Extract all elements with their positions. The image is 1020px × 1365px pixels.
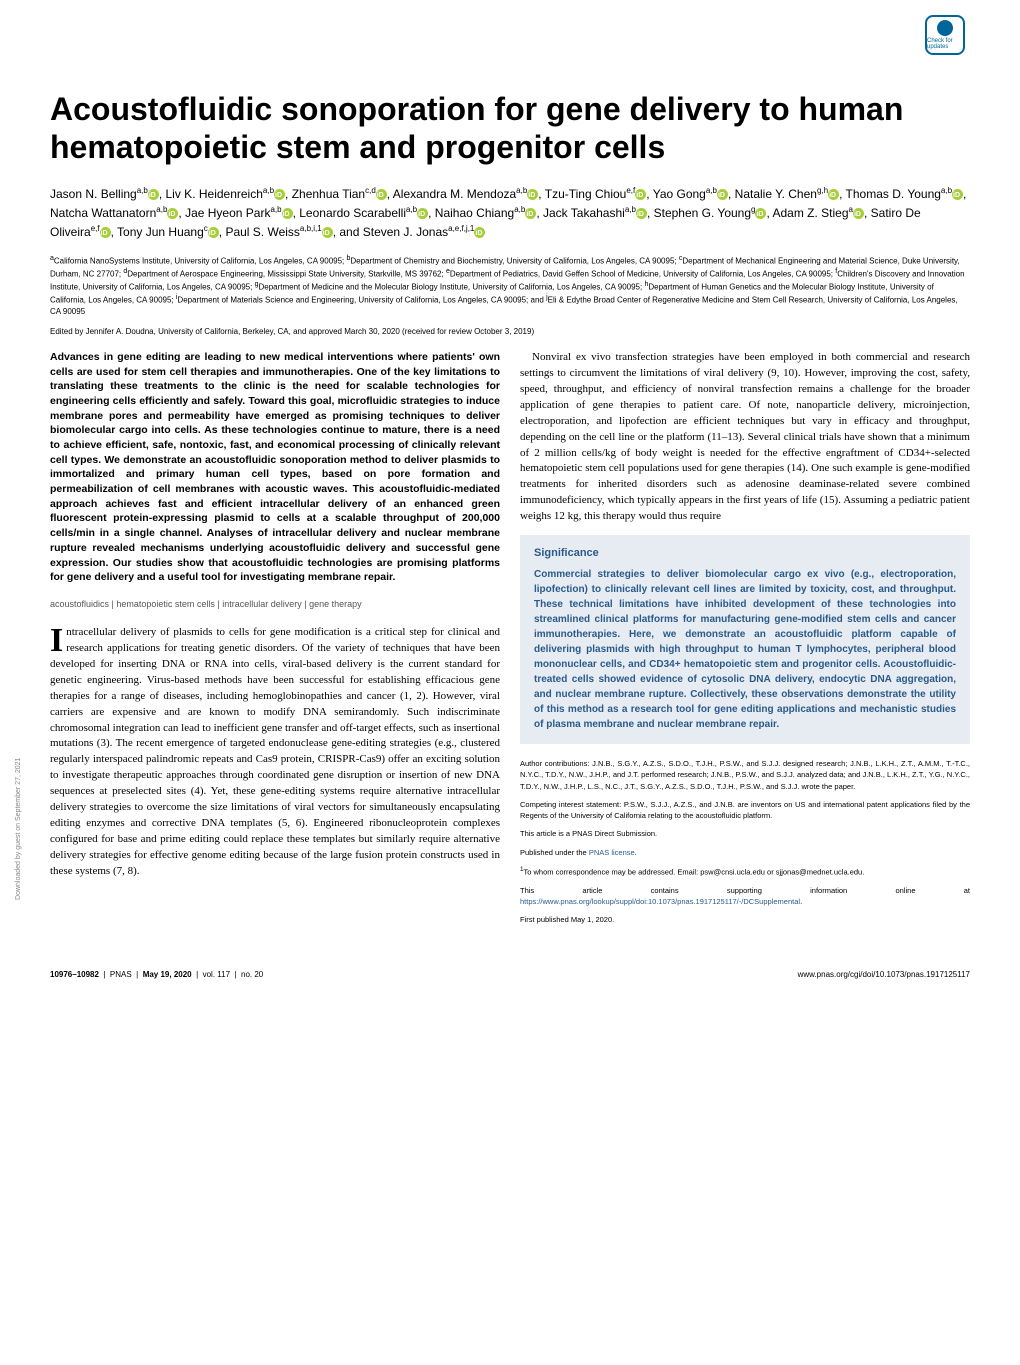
page-footer: 10976–10982 | PNAS | May 19, 2020 | vol.… xyxy=(50,962,970,979)
orcid-icon[interactable] xyxy=(100,227,111,238)
dropcap: I xyxy=(50,625,66,655)
orcid-icon[interactable] xyxy=(527,189,538,200)
footer-right: www.pnas.org/cgi/doi/10.1073/pnas.191712… xyxy=(798,970,970,979)
edited-by: Edited by Jennifer A. Doudna, University… xyxy=(50,327,970,336)
orcid-icon[interactable] xyxy=(167,208,178,219)
significance-text: Commercial strategies to deliver biomole… xyxy=(534,567,956,732)
check-updates-label: Check for updates xyxy=(927,38,963,50)
license-link[interactable]: PNAS license xyxy=(589,848,635,857)
supporting-info: This article contains supporting informa… xyxy=(520,885,970,908)
orcid-icon[interactable] xyxy=(525,208,536,219)
competing-interests: Competing interest statement: P.S.W., S.… xyxy=(520,799,970,822)
check-updates-badge[interactable]: Check for updates xyxy=(925,15,965,55)
body-para-1: ntracellular delivery of plasmids to cel… xyxy=(50,626,500,877)
orcid-icon[interactable] xyxy=(952,189,963,200)
body-para-2: Nonviral ex vivo transfection strategies… xyxy=(520,350,970,525)
affiliations: aCalifornia NanoSystems Institute, Unive… xyxy=(50,254,970,317)
supporting-link[interactable]: https://www.pnas.org/lookup/suppl/doi:10… xyxy=(520,897,800,906)
footer-left: 10976–10982 | PNAS | May 19, 2020 | vol.… xyxy=(50,970,263,979)
correspondence: 1To whom correspondence may be addressed… xyxy=(520,865,970,878)
orcid-icon[interactable] xyxy=(636,208,647,219)
authors-list: Jason N. Bellinga,b, Liv K. Heidenreicha… xyxy=(50,185,970,243)
significance-box: Significance Commercial strategies to de… xyxy=(520,535,970,744)
abstract: Advances in gene editing are leading to … xyxy=(50,350,500,585)
orcid-icon[interactable] xyxy=(148,189,159,200)
article-title: Acoustofluidic sonoporation for gene del… xyxy=(50,90,970,167)
orcid-icon[interactable] xyxy=(322,227,333,238)
download-date: Downloaded by guest on September 27, 202… xyxy=(15,758,22,900)
direct-submission: This article is a PNAS Direct Submission… xyxy=(520,828,970,839)
orcid-icon[interactable] xyxy=(417,208,428,219)
author-contributions: Author contributions: J.N.B., S.G.Y., A.… xyxy=(520,758,970,792)
orcid-icon[interactable] xyxy=(282,208,293,219)
license-line: Published under the PNAS license. xyxy=(520,847,970,858)
orcid-icon[interactable] xyxy=(828,189,839,200)
first-published: First published May 1, 2020. xyxy=(520,914,970,925)
orcid-icon[interactable] xyxy=(274,189,285,200)
check-updates-icon xyxy=(937,20,953,36)
orcid-icon[interactable] xyxy=(376,189,387,200)
orcid-icon[interactable] xyxy=(635,189,646,200)
body-text-left: Intracellular delivery of plasmids to ce… xyxy=(50,625,500,880)
body-text-right-top: Nonviral ex vivo transfection strategies… xyxy=(520,350,970,525)
metadata-block: Author contributions: J.N.B., S.G.Y., A.… xyxy=(520,758,970,925)
significance-title: Significance xyxy=(534,547,956,559)
orcid-icon[interactable] xyxy=(474,227,485,238)
orcid-icon[interactable] xyxy=(717,189,728,200)
orcid-icon[interactable] xyxy=(208,227,219,238)
orcid-icon[interactable] xyxy=(853,208,864,219)
keywords: acoustofluidics | hematopoietic stem cel… xyxy=(50,599,500,609)
orcid-icon[interactable] xyxy=(755,208,766,219)
